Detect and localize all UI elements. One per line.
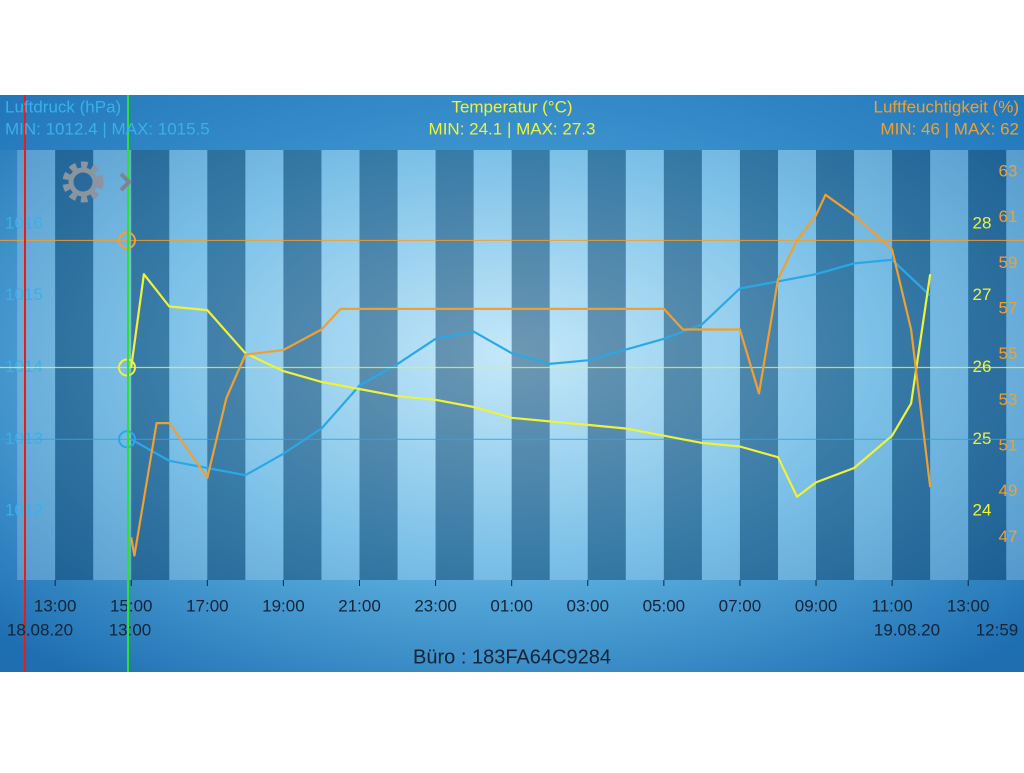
x-tick-label: 03:00: [566, 596, 609, 615]
y3-tick-label: 61: [999, 207, 1018, 226]
hour-stripe: [207, 150, 246, 580]
x-tick-label: 19:00: [262, 596, 305, 615]
hour-stripe: [892, 150, 931, 580]
y3-tick-label: 63: [999, 161, 1018, 180]
hour-stripe: [397, 150, 436, 580]
hour-stripe: [777, 150, 817, 580]
hour-stripe: [435, 150, 474, 580]
hour-stripe: [1006, 150, 1024, 580]
temperature-stats: MIN: 24.1 | MAX: 27.3: [429, 119, 596, 138]
y3-tick-label: 53: [999, 390, 1018, 409]
y-tick-label: 1014: [5, 357, 43, 376]
y-tick-label: 1016: [5, 213, 43, 232]
hour-stripe: [625, 150, 664, 580]
x-tick-label: 11:00: [871, 596, 912, 615]
y3-tick-label: 57: [999, 298, 1018, 317]
x-tick-label: 21:00: [338, 596, 381, 615]
end-date: 19.08.20: [874, 620, 940, 639]
y2-tick-label: 28: [973, 213, 992, 232]
hour-stripe: [283, 150, 322, 580]
y3-tick-label: 51: [999, 435, 1018, 454]
x-tick-label: 07:00: [719, 596, 762, 615]
x-tick-label: 13:00: [947, 596, 990, 615]
series-line: [130, 258, 931, 477]
humidity-title: Luftfeuchtigkeit (%): [873, 97, 1019, 116]
hour-stripe: [245, 150, 284, 580]
y3-tick-label: 55: [999, 344, 1018, 363]
y3-tick-label: 47: [999, 527, 1018, 546]
y2-tick-label: 24: [973, 501, 992, 520]
humidity-stats: MIN: 46 | MAX: 62: [880, 119, 1019, 138]
y2-tick-label: 27: [973, 285, 992, 304]
hour-stripe: [854, 150, 893, 580]
hour-stripe: [930, 150, 969, 580]
y3-tick-label: 59: [999, 253, 1018, 272]
series-line: [130, 273, 932, 498]
hour-stripe: [968, 150, 1007, 580]
start-date: 18.08.20: [7, 620, 73, 639]
hour-stripe: [549, 150, 588, 580]
x-tick-label: 15:00: [110, 596, 153, 615]
device-name: Büro : 183FA64C9284: [413, 646, 611, 668]
y2-tick-label: 25: [973, 429, 992, 448]
hour-stripe: [131, 150, 170, 580]
hour-stripe: [511, 150, 550, 580]
header-band: [0, 95, 1024, 150]
hour-stripe: [93, 150, 132, 580]
settings-icon[interactable]: [62, 161, 132, 203]
hour-stripe: [816, 150, 855, 580]
series-line: [130, 193, 932, 557]
hour-stripe: [473, 150, 512, 580]
y3-tick-label: 49: [999, 481, 1018, 500]
hour-stripe: [701, 150, 740, 580]
x-tick-label: 01:00: [490, 596, 533, 615]
x-tick-label: 17:00: [186, 596, 229, 615]
pressure-title: Luftdruck (hPa): [5, 97, 121, 116]
hour-stripe: [663, 150, 702, 580]
hour-stripe: [359, 150, 398, 580]
hour-stripe: [739, 150, 778, 580]
temperature-title: Temperatur (°C): [451, 97, 572, 116]
pressure-stats: MIN: 1012.4 | MAX: 1015.5: [5, 119, 210, 138]
y-tick-label: 1015: [5, 285, 43, 304]
cursor-time: 13:00: [109, 620, 152, 639]
y2-tick-label: 26: [973, 357, 992, 376]
hour-stripe: [55, 150, 94, 580]
x-tick-label: 05:00: [643, 596, 686, 615]
end-time: 12:59: [976, 620, 1019, 639]
hour-stripe: [169, 150, 208, 580]
x-tick-label: 13:00: [34, 596, 77, 615]
hour-stripe: [587, 150, 626, 580]
hour-stripe: [321, 150, 360, 580]
y-tick-label: 1012: [5, 501, 43, 520]
hour-stripe: [17, 150, 56, 580]
x-tick-label: 23:00: [414, 596, 457, 615]
x-tick-label: 09:00: [795, 596, 838, 615]
background: [0, 95, 1024, 672]
y-tick-label: 1013: [5, 429, 43, 448]
